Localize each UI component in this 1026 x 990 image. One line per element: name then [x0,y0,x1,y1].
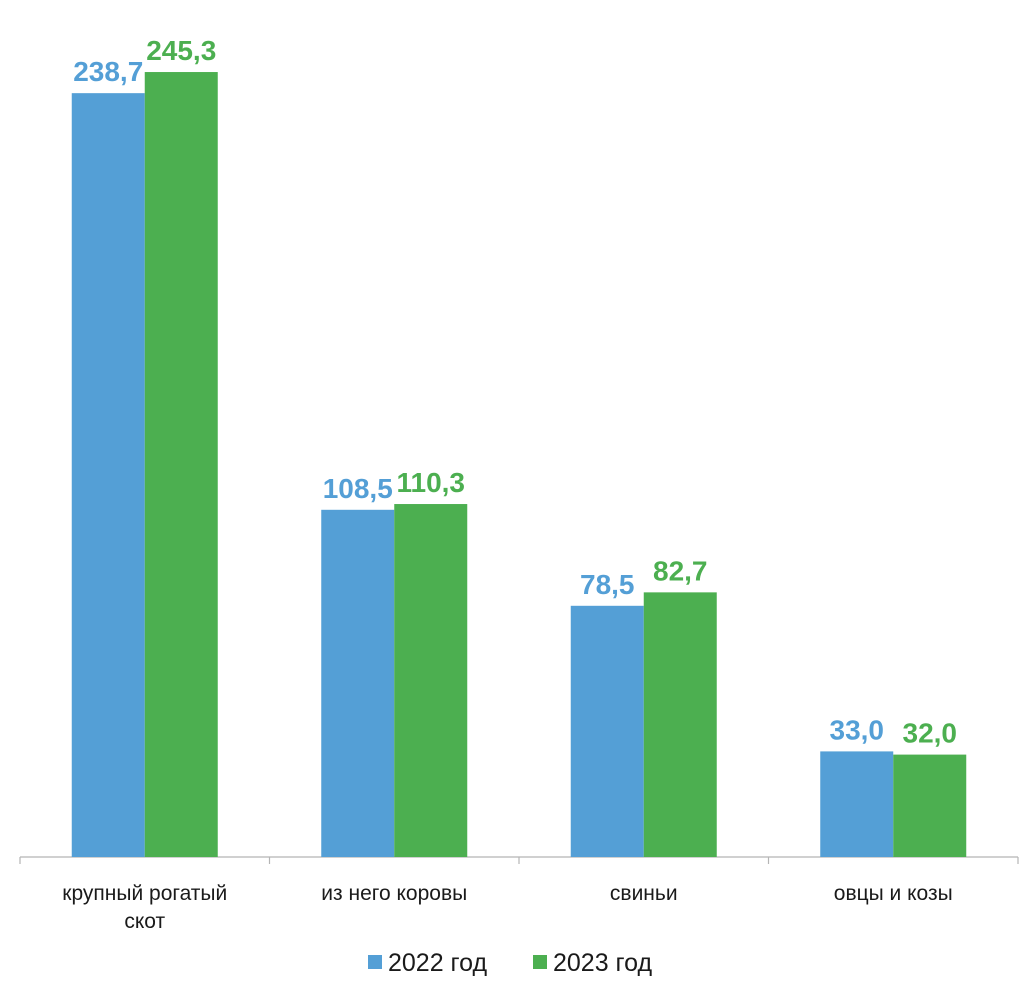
category-label: из него коровы [321,882,467,905]
category-label: крупный рогатый [62,882,227,905]
bar-2023 [144,72,218,858]
legend-swatch-2022 [368,955,382,969]
data-label: 108,5 [323,473,393,504]
data-label: 82,7 [653,555,708,586]
bar-2022 [820,751,894,857]
data-label: 238,7 [73,56,143,87]
data-label: 78,5 [580,569,635,600]
data-label: 110,3 [396,467,465,498]
data-label: 33,0 [830,714,885,745]
bar-2022 [321,509,395,857]
legend-swatch-2023 [533,955,547,969]
data-label: 32,0 [903,718,958,749]
bar-2023 [394,504,468,857]
category-label: свиньи [610,882,678,905]
bar-2022 [71,93,145,857]
bar-2022 [570,605,644,857]
bar-2023 [643,592,717,857]
category-label: овцы и козы [834,882,953,905]
legend-label: 2023 год [553,949,652,977]
legend-label: 2022 год [388,949,487,977]
bar-2023 [893,754,967,857]
data-label: 245,3 [146,35,216,66]
category-label: скот [124,910,165,933]
